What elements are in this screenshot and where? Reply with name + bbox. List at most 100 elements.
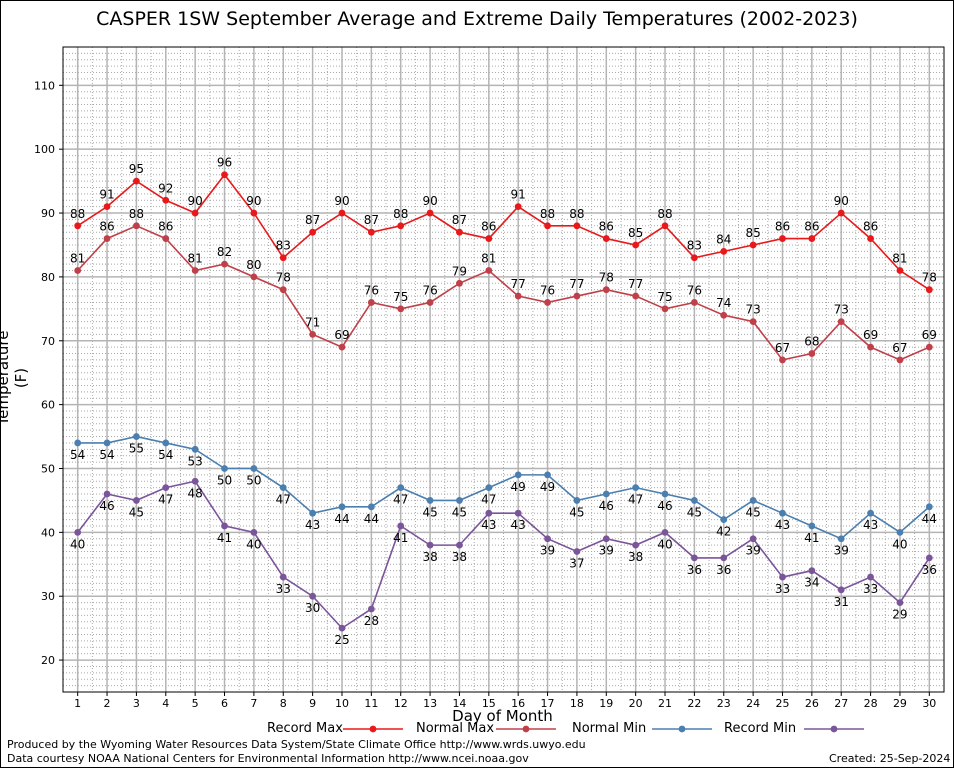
data-label-record-max: 87	[305, 213, 320, 227]
data-point-normal-min	[837, 535, 845, 543]
data-point-record-max	[779, 235, 786, 242]
data-point-record-min	[103, 490, 111, 498]
data-point-normal-max	[133, 222, 140, 230]
data-label-record-min: 36	[922, 563, 937, 577]
data-point-record-min	[279, 573, 287, 581]
data-point-normal-max	[426, 299, 434, 306]
data-point-record-max	[309, 228, 317, 236]
data-label-normal-min: 44	[334, 512, 349, 526]
data-point-normal-min	[514, 471, 522, 479]
data-label-record-min: 38	[452, 550, 467, 564]
plot-border	[62, 46, 945, 693]
x-tick-label: 13	[423, 697, 437, 710]
x-tick-label: 16	[511, 697, 525, 710]
data-label-normal-min: 47	[276, 493, 291, 507]
data-label-normal-min: 44	[922, 512, 937, 526]
data-point-normal-max	[837, 318, 845, 326]
data-point-normal-min	[74, 439, 82, 447]
x-tick-label: 25	[775, 697, 789, 710]
data-point-record-max	[514, 203, 522, 211]
x-tick-label: 12	[394, 697, 408, 710]
data-label-record-max: 83	[687, 239, 702, 253]
data-point-normal-min	[632, 484, 640, 492]
x-tick-label: 8	[280, 697, 287, 710]
data-label-record-min: 34	[804, 576, 819, 590]
data-point-normal-max	[309, 330, 317, 338]
y-tick-label: 80	[41, 271, 55, 284]
data-point-normal-min	[191, 445, 199, 453]
data-point-normal-max	[602, 286, 610, 294]
data-label-normal-min: 55	[129, 442, 144, 456]
data-point-normal-min	[162, 439, 170, 447]
data-point-normal-max	[485, 267, 493, 274]
data-point-normal-max	[749, 318, 757, 326]
data-point-record-max	[749, 241, 757, 249]
data-point-normal-min	[867, 509, 874, 517]
data-label-normal-max: 80	[246, 258, 261, 272]
legend-swatch-normal-min	[652, 725, 712, 733]
x-tick-label: 7	[250, 697, 257, 710]
data-point-record-max	[250, 209, 258, 217]
series-line-record-max	[77, 173, 930, 291]
data-label-normal-max: 73	[834, 303, 849, 317]
data-label-record-max: 83	[276, 239, 291, 253]
data-label-normal-min: 50	[246, 473, 261, 487]
data-label-normal-max: 88	[129, 207, 144, 221]
data-label-normal-max: 76	[422, 283, 437, 297]
data-label-normal-min: 39	[834, 544, 849, 558]
data-label-normal-max: 71	[305, 315, 320, 329]
data-point-record-min	[133, 497, 140, 504]
data-label-record-min: 41	[393, 531, 408, 545]
data-label-normal-min: 47	[628, 493, 643, 507]
x-tick-label: 3	[133, 697, 140, 710]
data-label-record-min: 39	[540, 544, 555, 558]
data-label-normal-min: 46	[657, 499, 672, 513]
data-point-record-min	[456, 541, 463, 549]
data-label-record-max: 88	[540, 207, 555, 221]
data-label-normal-max: 67	[775, 341, 790, 355]
data-label-normal-max: 78	[276, 271, 291, 285]
data-point-record-max	[720, 247, 728, 255]
data-label-record-min: 33	[276, 582, 291, 596]
data-point-normal-min	[485, 484, 493, 492]
data-label-record-max: 88	[70, 207, 85, 221]
data-label-record-max: 88	[569, 207, 584, 221]
data-point-normal-min	[690, 497, 698, 504]
data-point-record-min	[837, 586, 845, 594]
data-point-normal-min	[133, 433, 140, 440]
data-label-normal-min: 45	[422, 505, 437, 519]
data-point-record-max	[103, 203, 111, 211]
data-label-record-min: 39	[599, 544, 614, 558]
y-tick-label: 60	[41, 399, 55, 412]
data-label-record-max: 88	[657, 207, 672, 221]
data-label-record-max: 78	[922, 271, 937, 285]
data-point-normal-max	[279, 286, 287, 294]
data-point-normal-min	[103, 439, 111, 447]
data-point-normal-min	[397, 484, 405, 492]
data-point-record-min	[221, 522, 228, 530]
data-label-record-max: 88	[393, 207, 408, 221]
data-label-record-max: 90	[334, 194, 349, 208]
legend-marker	[522, 725, 530, 733]
data-label-record-min: 40	[246, 537, 261, 551]
data-point-normal-min	[338, 503, 346, 511]
data-point-normal-min	[309, 509, 317, 517]
data-point-normal-min	[779, 509, 786, 517]
data-label-record-max: 91	[511, 188, 526, 202]
x-tick-label: 30	[922, 697, 936, 710]
data-label-record-max: 86	[863, 220, 878, 234]
data-label-normal-max: 69	[922, 328, 937, 342]
data-label-normal-max: 77	[569, 277, 584, 291]
data-point-record-max	[426, 209, 434, 217]
data-label-record-min: 37	[569, 557, 584, 571]
data-label-record-max: 87	[452, 213, 467, 227]
data-point-record-min	[338, 624, 346, 632]
data-point-record-max	[133, 177, 140, 185]
data-point-record-min	[485, 509, 493, 517]
legend-label-normal-min: Normal Min	[572, 721, 647, 736]
data-point-normal-max	[397, 305, 405, 313]
data-label-record-min: 31	[834, 595, 849, 609]
series-line-normal-max	[77, 224, 930, 361]
data-point-normal-min	[279, 484, 287, 492]
x-tick-label: 1	[74, 697, 81, 710]
